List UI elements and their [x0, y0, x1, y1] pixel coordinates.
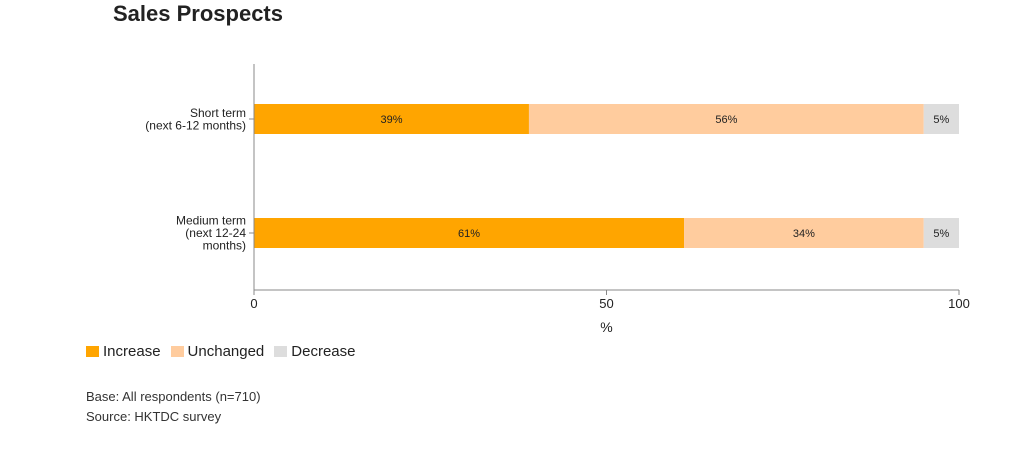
bar-chart: 39% 56% 5% 61% 34% 5% Short term (next 6-12 mon…	[145, 64, 970, 335]
chart-title: Sales Prospects	[113, 1, 283, 26]
legend-swatch-increase	[86, 346, 99, 357]
legend-item-increase: Increase	[86, 343, 161, 360]
legend-swatch-unchanged	[170, 346, 184, 357]
legend-item-decrease: Decrease	[274, 343, 355, 360]
bar-decrease-2	[923, 218, 959, 248]
legend-item-unchanged: Unchanged	[170, 343, 265, 360]
y-tick-label-1: Short term (next 6-12 months)	[145, 106, 246, 133]
legend-label-increase: Increase	[103, 343, 161, 360]
legend-swatch-decrease	[274, 346, 288, 357]
base-note: Base: All respondents (n=710)	[86, 389, 261, 404]
data-label-decrease-1: 5%	[933, 114, 949, 126]
bar-unchanged-2	[684, 218, 924, 248]
x-axis-label: %	[600, 319, 612, 335]
x-tick-label-2: 50	[599, 296, 613, 311]
x-tick-label-1: 0	[250, 296, 257, 311]
legend-label-unchanged: Unchanged	[187, 343, 265, 360]
data-label-decrease-2: 5%	[933, 228, 949, 240]
chart-notes: Base: All respondents (n=710) Source: HK…	[86, 387, 261, 427]
bar-decrease-1	[923, 104, 959, 134]
data-label-increase-1: 39%	[380, 114, 402, 126]
source-note: Source: HKTDC survey	[86, 409, 222, 424]
bar-increase-1	[254, 104, 529, 134]
data-label-unchanged-1: 56%	[715, 114, 737, 126]
legend-label-decrease: Decrease	[291, 343, 356, 360]
bar-increase-2	[254, 218, 685, 248]
data-label-unchanged-2: 34%	[793, 228, 815, 240]
data-label-increase-2: 61%	[458, 228, 480, 240]
bar-unchanged-1	[528, 104, 924, 134]
y-tick-label-2: Medium term (next 12-24 months)	[176, 214, 246, 253]
legend: Increase Unchanged Decrease	[86, 343, 365, 360]
x-tick-label-3: 100	[948, 296, 970, 311]
